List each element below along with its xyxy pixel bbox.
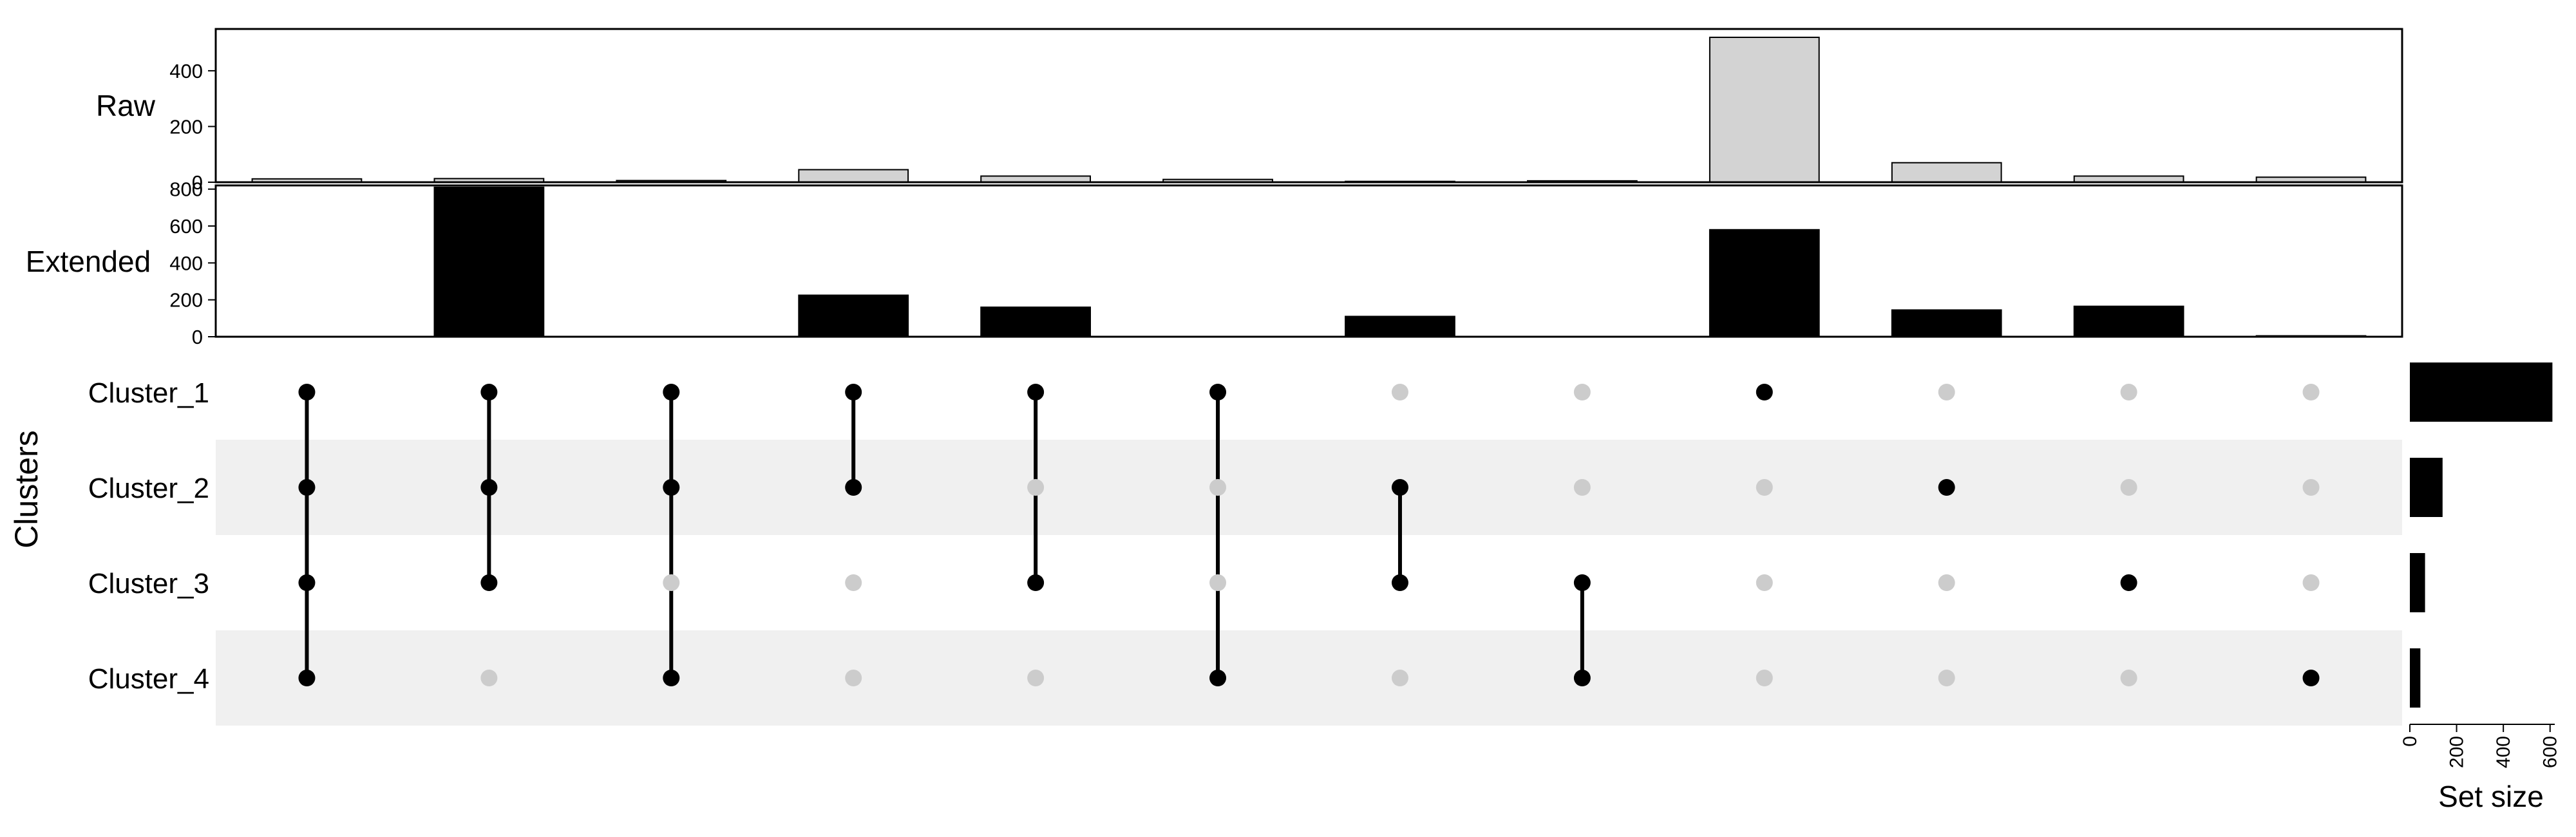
raw-bar [798,169,909,183]
active-dot [1573,574,1591,591]
inactive-dot [1938,384,1955,400]
extended-bar [798,294,909,337]
inactive-dot [1756,574,1773,591]
extended-tick-label: 0 [192,326,203,348]
extended-tick-label: 800 [169,178,203,201]
clusters-axis-label: Clusters [8,430,44,548]
matrix-row-stripe [216,630,2402,726]
set-size-bar [2410,553,2425,612]
inactive-dot [1756,479,1773,496]
inactive-dot [1391,384,1408,400]
inactive-dot [1027,479,1045,496]
inactive-dot [1938,670,1955,686]
active-dot [480,384,498,400]
extended-tick-label: 200 [169,289,203,312]
active-dot [663,670,680,686]
active-dot [845,479,862,496]
set-size-bar [2410,648,2421,708]
active-dot [1209,384,1227,400]
raw-panel-label: Raw [96,89,156,122]
active-dot [1027,384,1045,400]
extended-bar [1709,229,1820,337]
extended-bar [2073,305,2184,337]
extended-tick-label: 600 [169,215,203,238]
inactive-dot [2302,479,2320,496]
active-dot [1756,384,1773,400]
inactive-dot [2120,670,2137,686]
active-dot [2302,670,2320,686]
extended-bar [980,306,1091,337]
active-dot [2120,574,2137,591]
set-name-label: Cluster_3 [88,568,209,599]
inactive-dot [2120,479,2137,496]
active-dot [1391,574,1408,591]
raw-bar [1709,36,1820,183]
set-size-tick-label: 200 [2447,736,2468,768]
active-dot [1573,670,1591,686]
inactive-dot [2302,384,2320,400]
inactive-dot [1573,479,1591,496]
active-dot [1027,574,1045,591]
active-dot [663,479,680,496]
active-dot [298,384,316,400]
set-size-panel: 0 200 400 600 [2400,362,2561,768]
extended-bar [433,186,545,337]
extended-bar [1345,315,1455,338]
inactive-dot [1209,479,1227,496]
active-dot [1391,479,1408,496]
set-size-tick-label: 0 [2400,736,2421,747]
inactive-dot [1938,574,1955,591]
intersection-matrix: Cluster_1 Cluster_2 Cluster_3 Cluster_4 [88,377,2402,726]
extended-panel-label: Extended [26,245,151,278]
inactive-dot [1209,574,1227,591]
set-size-bar [2410,362,2553,422]
raw-tick-label: 0 [192,171,203,194]
set-name-label: Cluster_2 [88,473,209,504]
matrix-row-stripe [216,440,2402,535]
inactive-dot [2120,384,2137,400]
extended-bar-panel: 0 200 400 600 800 [169,178,2403,348]
active-dot [1209,670,1227,686]
inactive-dot [1573,384,1591,400]
raw-tick-label: 400 [169,60,203,82]
active-dot [845,384,862,400]
inactive-dot [1756,670,1773,686]
inactive-dot [845,574,862,591]
raw-panel-frame [214,28,2403,183]
active-dot [298,670,316,686]
set-size-axis-label: Set size [2438,780,2544,813]
extended-bar [1891,309,2002,338]
extended-panel-frame [214,184,2403,338]
raw-tick-label: 200 [169,115,203,138]
raw-bar-panel: 0 200 400 [169,28,2403,194]
inactive-dot [2302,574,2320,591]
set-size-tick-label: 400 [2493,736,2514,768]
raw-bar [1891,162,2002,183]
active-dot [298,574,316,591]
extended-tick-label: 400 [169,252,203,274]
active-dot [480,479,498,496]
set-name-label: Cluster_4 [88,663,209,695]
active-dot [1938,479,1955,496]
active-dot [663,384,680,400]
inactive-dot [663,574,680,591]
inactive-dot [845,670,862,686]
inactive-dot [480,670,498,686]
set-size-tick-label: 600 [2540,736,2561,768]
set-name-label: Cluster_1 [88,377,209,409]
set-size-bar [2410,458,2443,517]
active-dot [480,574,498,591]
active-dot [298,479,316,496]
inactive-dot [1391,670,1408,686]
inactive-dot [1027,670,1045,686]
